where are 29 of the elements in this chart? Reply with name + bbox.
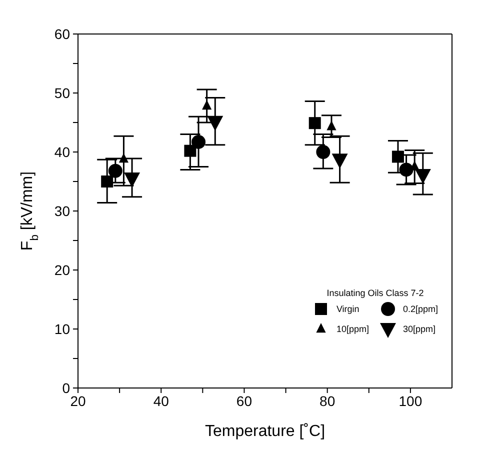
point [184,144,196,157]
point [101,176,114,188]
point [316,145,330,159]
legend-label: 30[ppm] [402,324,436,334]
x-tick-label: 60 [236,392,252,409]
point [192,134,206,149]
point [326,120,336,130]
point [118,153,129,163]
x-tick-label: 40 [153,392,170,409]
legend-label: Virgin [336,304,360,314]
x-tick-label: 100 [398,392,422,409]
legend-label: 0.2[ppm] [402,304,438,314]
point [202,100,212,110]
y-tick-label: 60 [54,26,70,42]
y-tick-label: 40 [54,144,70,160]
legend-label: 10[ppm] [336,324,369,334]
x-tick-label: 20 [70,392,86,409]
point [308,117,321,130]
x-axis-title: Temperature [˚C] [204,423,326,440]
legend-title: Insulating Oils Class 7-2 [326,288,425,298]
x-tick-label: 80 [320,392,336,409]
y-tick-label: 0 [62,380,70,396]
y-tick-label: 20 [54,262,70,278]
y-tick-label: 50 [54,84,70,101]
point [399,162,414,177]
y-tick-label: 10 [54,320,70,337]
y-tick-label: 30 [54,202,70,219]
point [108,164,122,178]
point [392,150,404,163]
